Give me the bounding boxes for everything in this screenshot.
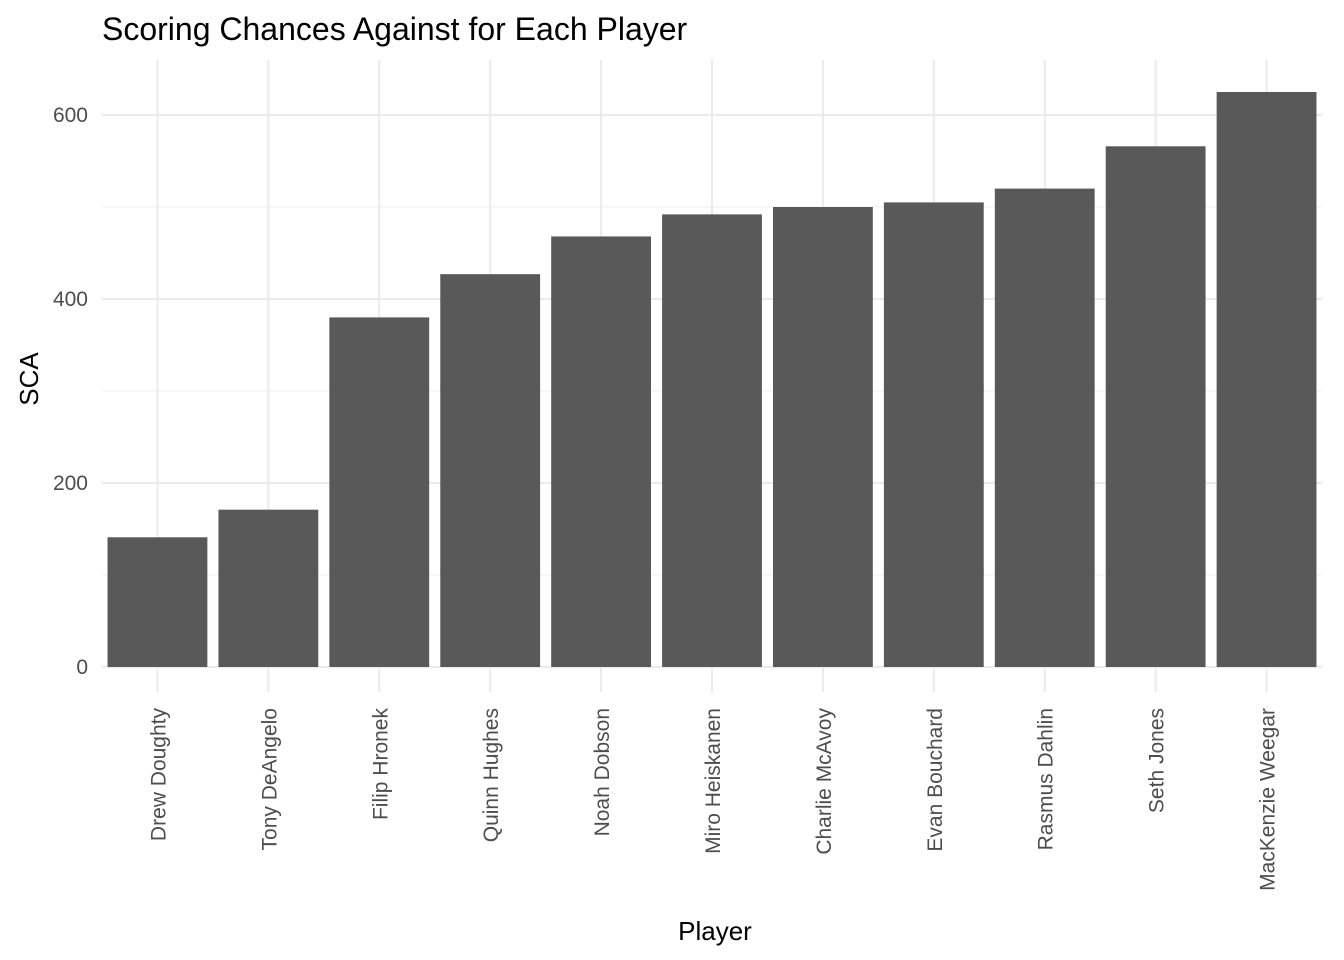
y-tick-label: 0 — [76, 656, 88, 679]
x-tick-label: MacKenzie Weegar — [1257, 708, 1280, 891]
x-tick-label: Charlie McAvoy — [813, 708, 836, 855]
bar — [440, 274, 541, 667]
y-tick-label: 400 — [53, 288, 88, 311]
x-tick-label: Quinn Hughes — [480, 708, 503, 842]
x-tick-label: Evan Bouchard — [924, 708, 947, 852]
x-tick-label: Drew Doughty — [147, 708, 170, 842]
x-tick-label: Rasmus Dahlin — [1035, 708, 1058, 850]
x-tick-label: Miro Heiskanen — [702, 708, 725, 854]
bar — [773, 207, 873, 667]
y-tick-label: 600 — [53, 104, 88, 127]
bars — [107, 92, 1317, 668]
x-tick-label: Tony DeAngelo — [258, 708, 281, 850]
bar — [218, 509, 319, 667]
x-axis-title: Player — [678, 916, 752, 946]
bar — [994, 188, 1095, 667]
bar — [1216, 92, 1317, 667]
y-tick-label: 200 — [53, 472, 88, 495]
x-tick-label: Noah Dobson — [591, 708, 614, 836]
bar — [107, 537, 208, 667]
x-axis-tick-labels: Drew Doughty Tony DeAngelo Filip Hronek Qui… — [147, 708, 1279, 891]
bar — [883, 202, 984, 667]
x-tick-label: Filip Hronek — [369, 708, 392, 821]
bar — [662, 214, 762, 668]
bar — [329, 317, 430, 667]
x-tick-label: Seth Jones — [1146, 708, 1169, 813]
y-axis-title: SCA — [14, 352, 44, 406]
y-axis-tick-labels: 0 200 400 600 — [53, 104, 88, 679]
chart-title: Scoring Chances Against for Each Player — [102, 11, 688, 47]
bar — [1105, 146, 1206, 667]
bar — [551, 236, 651, 667]
